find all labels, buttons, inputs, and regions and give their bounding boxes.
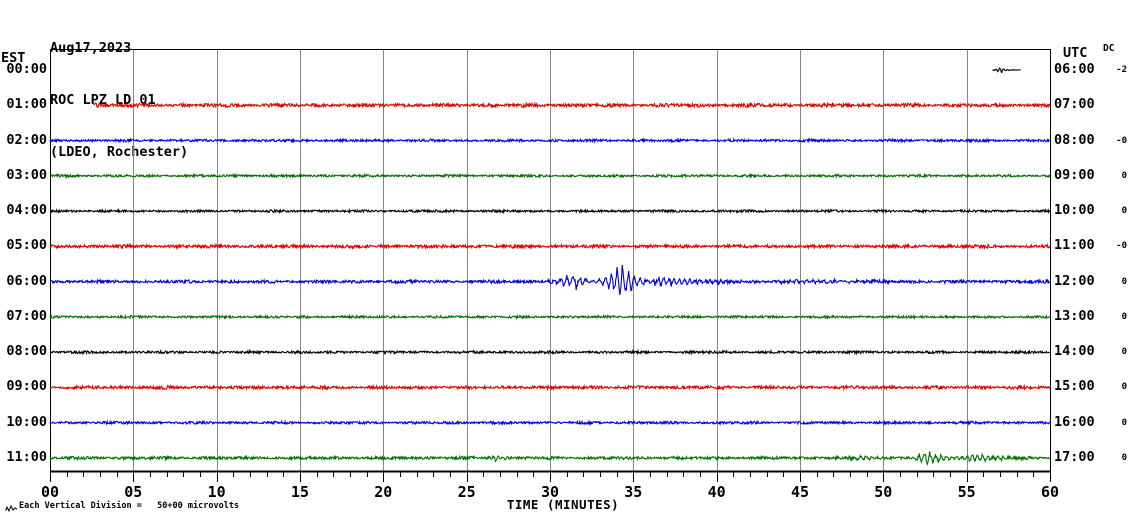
x-tick-label: 40 [707,483,726,501]
x-tick-label: 60 [1040,483,1060,501]
right-axis-title: UTC [1063,45,1088,61]
x-tick-label: 45 [790,483,810,501]
x-axis-title: TIME (MINUTES) [506,497,620,512]
x-tick-label: 25 [457,483,476,501]
x-tick-label: 10 [207,483,226,501]
utc-time-label: 12:00 [1054,272,1095,289]
est-time-label: 05:00 [6,237,47,254]
utc-time-label: 06:00 [1054,61,1095,77]
est-time-label: 08:00 [6,343,47,360]
est-time-label: 02:00 [6,131,47,148]
utc-time-label: 13:00 [1054,307,1095,324]
x-tick-label: 20 [374,483,393,501]
mini-trace-icon [5,504,18,513]
est-time-label: 04:00 [6,202,47,219]
x-tick-label: 15 [290,483,310,501]
est-time-label: 00:00 [6,61,47,77]
est-time-label: 01:00 [6,96,47,113]
utc-time-label: 10:00 [1054,202,1095,219]
dc-value: 0 [1121,170,1127,181]
utc-time-label: 08:00 [1054,131,1095,148]
est-time-label: 03:00 [6,166,47,183]
est-time-label: 06:00 [6,272,47,289]
x-tick-label: 05 [124,483,143,501]
utc-time-label: 16:00 [1054,413,1095,430]
dc-value: 0 [1121,453,1127,463]
utc-time-label: 11:00 [1054,237,1095,254]
dc-value: 0 [1121,417,1127,428]
dc-value: 0 [1121,206,1127,217]
utc-time-label: 14:00 [1054,343,1095,360]
dc-value: -0 [1116,135,1127,146]
est-time-label: 10:00 [6,413,47,430]
utc-time-label: 07:00 [1054,96,1095,113]
dc-value: 0 [1121,276,1127,287]
dc-value: 0 [1121,311,1127,322]
x-tick-label: 35 [624,483,643,501]
scale-note: Each Vertical Division = 50+00 microvolt… [19,501,240,511]
dc-value: 0 [1121,382,1127,393]
utc-time-label: 15:00 [1054,378,1095,395]
utc-time-label: 09:00 [1054,166,1095,183]
est-time-label: 11:00 [6,449,47,465]
left-axis-title: EST [1,50,26,66]
dc-value: 0 [1121,347,1127,358]
x-tick-label: 50 [874,483,893,501]
header: Aug17,2023 ROC LPZ LD 01 (LDEO, Rocheste… [50,3,188,197]
dc-value: -0 [1116,241,1127,252]
header-station: ROC LPZ LD 01 [50,92,156,108]
est-time-label: 09:00 [6,378,47,395]
utc-time-label: 17:00 [1054,449,1095,465]
dc-column-title: DC [1103,43,1115,54]
dc-value: -2 [1116,65,1127,75]
header-location: (LDEO, Rochester) [50,144,189,160]
x-tick-label: 55 [957,483,976,501]
header-date: Aug17,2023 [50,40,132,56]
x-tick-label: 00 [40,483,60,501]
x-tick-label: 30 [540,483,560,501]
est-time-label: 07:00 [6,307,47,324]
